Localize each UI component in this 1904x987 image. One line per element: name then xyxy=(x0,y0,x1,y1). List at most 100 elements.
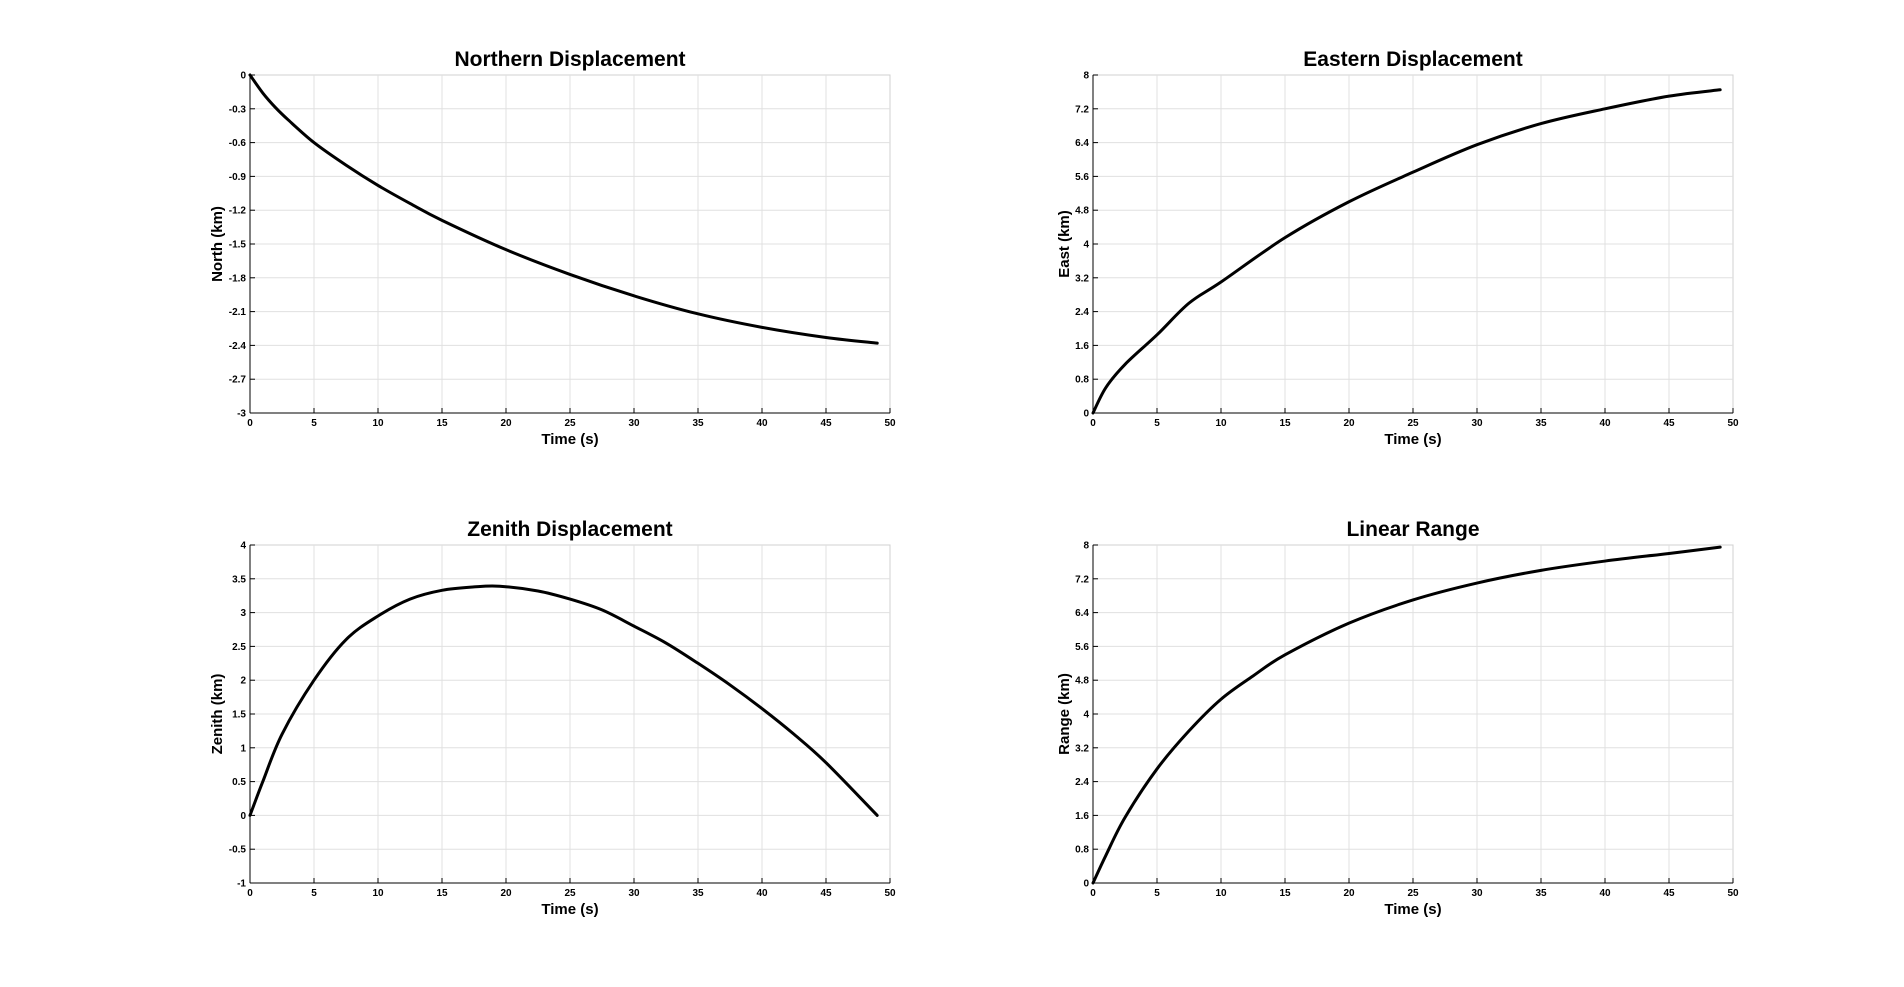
x-tick-label: 50 xyxy=(884,418,896,429)
y-tick-label: -2.1 xyxy=(229,307,247,318)
x-tick-label: 15 xyxy=(436,888,448,899)
y-tick-label: 0.5 xyxy=(232,777,246,788)
y-tick-label: 8 xyxy=(1083,541,1089,552)
x-tick-label: 25 xyxy=(564,418,576,429)
x-tick-label: 40 xyxy=(756,888,768,899)
x-tick-label: 50 xyxy=(1727,418,1739,429)
x-ticks: 0 5 10 15 20 25 30 35 40 45 50 xyxy=(247,878,896,899)
x-tick-label: 20 xyxy=(500,418,512,429)
y-tick-label: 0.8 xyxy=(1075,375,1089,386)
x-tick-label: 0 xyxy=(247,888,253,899)
x-tick-label: 30 xyxy=(1471,888,1483,899)
y-tick-label: 1.6 xyxy=(1075,811,1089,822)
x-tick-label: 15 xyxy=(1279,888,1291,899)
y-tick-label: 0 xyxy=(1083,409,1089,420)
x-tick-label: 20 xyxy=(1343,888,1355,899)
y-tick-label: 3.2 xyxy=(1075,273,1089,284)
panel-northern-displacement: 0 5 10 15 20 25 30 35 40 45 50 0 -0.3 -0.6 -0.9 -1.2 -1… xyxy=(209,48,896,448)
y-ticks: 8 7.2 6.4 5.6 4.8 4 3.2 2.4 1.6 0.8 0 xyxy=(1075,541,1098,890)
x-tick-label: 45 xyxy=(1663,418,1675,429)
series-line xyxy=(1091,545,1722,885)
x-tick-label: 10 xyxy=(372,418,384,429)
y-tick-label: 2.4 xyxy=(1075,777,1089,788)
x-axis-label: Time (s) xyxy=(1384,901,1441,918)
x-tick-label: 30 xyxy=(628,418,640,429)
x-tick-label: 5 xyxy=(311,418,317,429)
y-tick-label: -0.5 xyxy=(229,845,247,856)
y-tick-label: 1.6 xyxy=(1075,341,1089,352)
y-axis-label: Zenith (km) xyxy=(209,674,226,755)
x-axis-label: Time (s) xyxy=(1384,431,1441,448)
x-tick-label: 45 xyxy=(820,418,832,429)
y-tick-label: 4.8 xyxy=(1075,206,1089,217)
y-axis-label: North (km) xyxy=(209,206,226,282)
y-tick-label: 7.2 xyxy=(1075,574,1089,585)
y-tick-label: 0 xyxy=(240,811,246,822)
y-axis-label: Range (km) xyxy=(1056,673,1073,755)
y-tick-label: 5.6 xyxy=(1075,172,1089,183)
series-line xyxy=(1091,88,1722,415)
chart-title: Eastern Displacement xyxy=(1303,48,1522,71)
y-tick-label: 1.5 xyxy=(232,710,246,721)
x-tick-label: 0 xyxy=(1090,888,1096,899)
x-ticks: 0 5 10 15 20 25 30 35 40 45 50 xyxy=(1090,878,1739,899)
chart-title: Linear Range xyxy=(1346,518,1479,541)
y-ticks: 0 -0.3 -0.6 -0.9 -1.2 -1.5 -1.8 -2.1 -2.4 -2.7 -3 xyxy=(229,71,255,420)
x-tick-label: 10 xyxy=(372,888,384,899)
x-tick-label: 25 xyxy=(1407,888,1419,899)
y-tick-label: 2.5 xyxy=(232,642,246,653)
series-line xyxy=(248,73,879,345)
x-tick-label: 35 xyxy=(692,888,704,899)
x-tick-label: 35 xyxy=(1535,418,1547,429)
x-tick-label: 0 xyxy=(247,418,253,429)
y-tick-label: -1.2 xyxy=(229,206,247,217)
x-tick-label: 5 xyxy=(1154,888,1160,899)
y-tick-label: -1.8 xyxy=(229,273,247,284)
y-tick-label: 5.6 xyxy=(1075,642,1089,653)
y-tick-label: 3.5 xyxy=(232,574,246,585)
x-tick-label: 20 xyxy=(1343,418,1355,429)
grid xyxy=(1093,75,1733,413)
x-tick-label: 0 xyxy=(1090,418,1096,429)
y-tick-label: -0.6 xyxy=(229,138,247,149)
y-tick-label: 2 xyxy=(240,676,246,687)
x-tick-label: 30 xyxy=(1471,418,1483,429)
y-tick-label: 4 xyxy=(240,541,246,552)
x-tick-label: 25 xyxy=(564,888,576,899)
x-tick-label: 35 xyxy=(692,418,704,429)
y-tick-label: -1 xyxy=(237,879,246,890)
y-ticks: 4 3.5 3 2.5 2 1.5 1 0.5 0 -0.5 -1 xyxy=(229,541,255,890)
y-tick-label: 3 xyxy=(240,608,246,619)
x-tick-label: 50 xyxy=(884,888,896,899)
x-tick-label: 45 xyxy=(1663,888,1675,899)
y-tick-label: 0.8 xyxy=(1075,845,1089,856)
y-tick-label: 8 xyxy=(1083,71,1089,82)
grid xyxy=(250,545,890,883)
panel-zenith-displacement: 0 5 10 15 20 25 30 35 40 45 50 4 3.5 3 2.5 2 1.5 1 0.5 0 -0… xyxy=(209,518,896,918)
x-tick-label: 40 xyxy=(756,418,768,429)
x-tick-label: 5 xyxy=(311,888,317,899)
y-tick-label: -3 xyxy=(237,409,246,420)
y-tick-label: -0.9 xyxy=(229,172,247,183)
y-tick-label: -0.3 xyxy=(229,104,247,115)
y-axis-label: East (km) xyxy=(1056,210,1073,278)
x-tick-label: 15 xyxy=(436,418,448,429)
chart-title: Northern Displacement xyxy=(454,48,685,71)
x-tick-label: 20 xyxy=(500,888,512,899)
y-tick-label: 6.4 xyxy=(1075,138,1089,149)
y-tick-label: 6.4 xyxy=(1075,608,1089,619)
chart-title: Zenith Displacement xyxy=(467,518,672,541)
y-tick-label: 0 xyxy=(1083,879,1089,890)
y-tick-label: 1 xyxy=(240,743,246,754)
y-tick-label: -2.4 xyxy=(229,341,247,352)
x-tick-label: 40 xyxy=(1599,418,1611,429)
panel-eastern-displacement: 0 5 10 15 20 25 30 35 40 45 50 0 0.8 1.6 2.4 3.2 4 4.8 5.… xyxy=(1056,48,1739,448)
y-tick-label: -2.7 xyxy=(229,375,247,386)
y-tick-label: 4 xyxy=(1083,710,1089,721)
x-ticks: 0 5 10 15 20 25 30 35 40 45 50 xyxy=(1090,408,1739,429)
x-tick-label: 50 xyxy=(1727,888,1739,899)
y-tick-label: -1.5 xyxy=(229,240,247,251)
y-tick-label: 7.2 xyxy=(1075,104,1089,115)
x-tick-label: 45 xyxy=(820,888,832,899)
